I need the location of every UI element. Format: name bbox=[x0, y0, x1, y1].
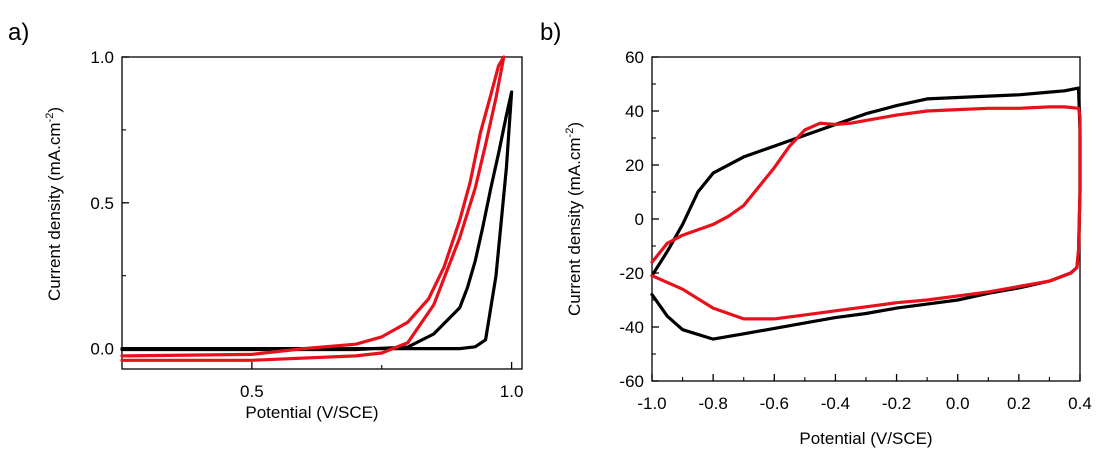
panel-b-x-tick-label: -0.8 bbox=[698, 394, 727, 413]
panel-b-x-tick-label: 0.0 bbox=[946, 394, 970, 413]
panel-b-x-tick-label: -0.4 bbox=[821, 394, 850, 413]
panel-a-y-tick-label: 1.0 bbox=[90, 48, 114, 67]
panel-a: a) 0.5 1.0 0.0 0.5 1.0 Potential (V/SCE) Cu… bbox=[8, 19, 523, 422]
panel-b-y-tick-label: 0 bbox=[635, 210, 644, 229]
panel-b-series bbox=[650, 86, 1082, 341]
panel-a-y-tick-label: 0.0 bbox=[90, 340, 114, 359]
panel-b-y-ticks: -60 -40 -20 0 20 40 60 bbox=[619, 48, 659, 391]
panel-a-x-axis-title: Potential (V/SCE) bbox=[245, 403, 378, 422]
panel-b-x-tick-label: 0.4 bbox=[1068, 394, 1092, 413]
panel-b-x-ticks: -1.0 -0.8 -0.6 -0.4 -0.2 0.0 0.2 0.4 bbox=[637, 374, 1092, 413]
panel-a-y-axis-title-close: ) bbox=[45, 107, 64, 113]
panel-b-y-axis-title-main: Current density (mA.cm bbox=[565, 137, 584, 316]
panel-b-label: b) bbox=[540, 19, 561, 46]
panel-b-x-tick-label: -0.6 bbox=[760, 394, 789, 413]
panel-a-plot-frame bbox=[121, 56, 523, 370]
panel-a-y-axis-title: Current density (mA.cm-2) bbox=[44, 107, 64, 301]
panel-a-x-ticks: 0.5 1.0 bbox=[240, 362, 523, 401]
panel-b-y-tick-label: 40 bbox=[625, 102, 644, 121]
panel-b-y-axis-title-close: ) bbox=[565, 122, 584, 128]
panel-b-plot-frame bbox=[651, 56, 1081, 382]
panel-b-x-tick-label: -1.0 bbox=[637, 394, 666, 413]
panel-b-x-tick-label: -0.2 bbox=[882, 394, 911, 413]
panel-a-label: a) bbox=[8, 19, 29, 46]
panel-b-y-tick-label: -20 bbox=[619, 264, 644, 283]
panel-b-y-tick-label: 20 bbox=[625, 156, 644, 175]
panel-b-y-axis-title: Current density (mA.cm-2) bbox=[564, 122, 584, 316]
panel-a-series-line-red bbox=[120, 55, 506, 362]
panel-b: b) -1.0 -0.8 -0.6 -0.4 -0.2 0.0 0.2 0.4 -60-40-… bbox=[540, 19, 1092, 448]
panel-a-y-ticks: 0.0 0.5 1.0 bbox=[90, 48, 129, 359]
panel-b-y-tick-label: 60 bbox=[625, 48, 644, 67]
panel-b-series-line-black bbox=[650, 86, 1082, 341]
panel-a-x-tick-label: 1.0 bbox=[500, 382, 524, 401]
panel-a-x-tick-label: 0.5 bbox=[240, 382, 264, 401]
panel-b-y-axis-title-sup: -2 bbox=[564, 128, 576, 138]
panel-a-y-axis-title-main: Current density (mA.cm bbox=[45, 122, 64, 301]
panel-a-series-line-black bbox=[120, 90, 514, 352]
panel-b-y-tick-label: -40 bbox=[619, 318, 644, 337]
panel-a-y-tick-label: 0.5 bbox=[90, 194, 114, 213]
panel-b-y-tick-label: -60 bbox=[619, 372, 644, 391]
panel-a-series bbox=[120, 55, 514, 362]
panel-b-series-line-red bbox=[650, 105, 1082, 321]
panel-b-x-tick-label: 0.2 bbox=[1007, 394, 1031, 413]
panel-b-x-axis-title: Potential (V/SCE) bbox=[799, 429, 932, 448]
panel-a-y-axis-title-sup: -2 bbox=[44, 113, 56, 123]
